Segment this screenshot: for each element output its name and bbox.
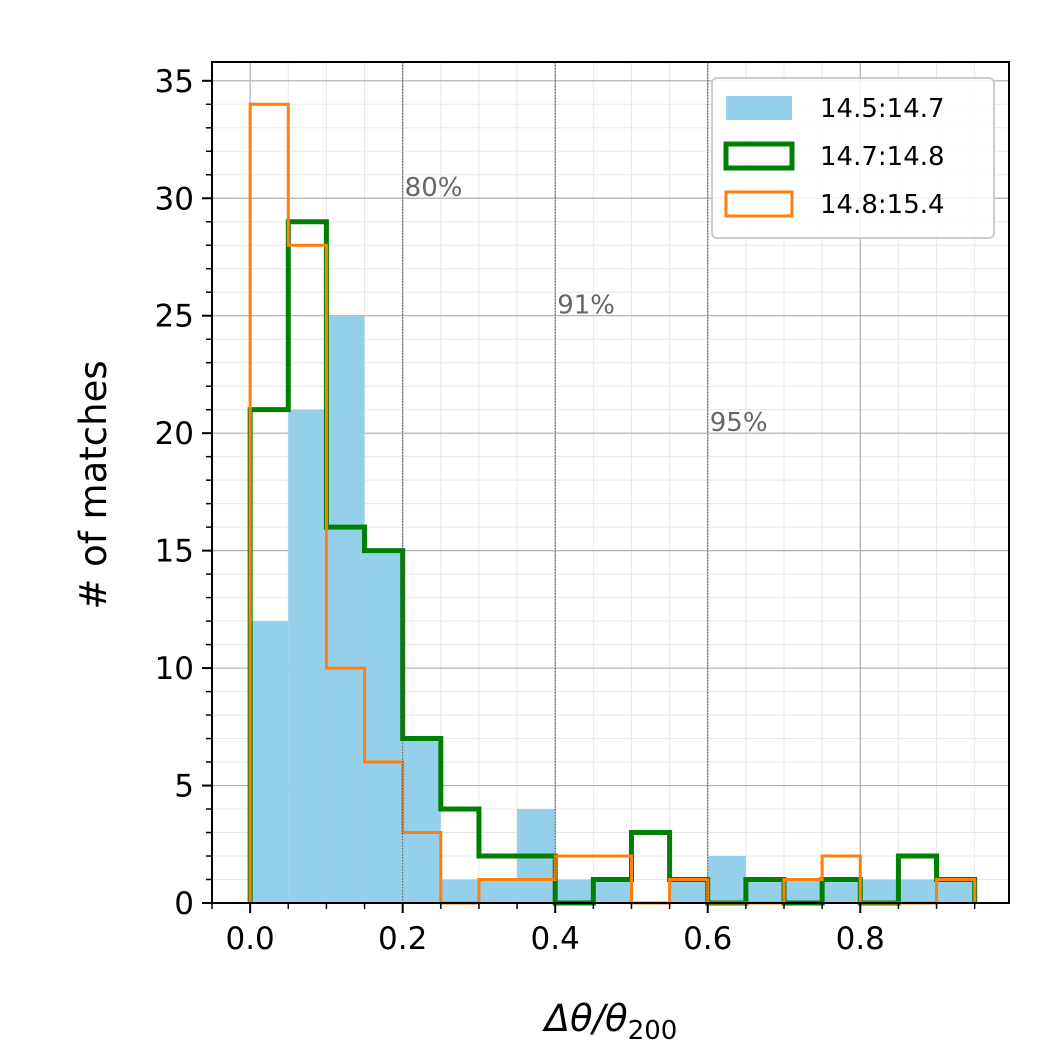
legend: 14.5:14.7 14.7:14.8 14.8:15.4 (711, 77, 995, 239)
x-tick-label: 0.2 (378, 921, 427, 957)
histogram-bar (478, 879, 518, 903)
histogram-bar (898, 879, 937, 903)
histogram-bar (860, 879, 899, 903)
histogram-bar (364, 550, 403, 903)
x-axis-label: Δθ/θ200 (542, 997, 678, 1046)
legend-swatch-filled (726, 96, 792, 120)
histogram-bar (784, 879, 823, 903)
histogram-bar (822, 879, 861, 903)
y-tick-label: 10 (155, 651, 194, 687)
series-14.5-14.7-bars (250, 315, 975, 904)
histogram-bar (745, 879, 785, 903)
histogram-bar (402, 738, 441, 903)
histogram-bar (555, 879, 594, 903)
y-tick-label: 25 (155, 299, 194, 335)
percentile-label: 80% (405, 173, 463, 203)
legend-swatch-step (723, 141, 795, 171)
histogram-bar (326, 315, 365, 904)
y-axis-label: # of matches (72, 360, 115, 609)
y-tick-label: 35 (155, 64, 194, 100)
percentile-lines: 80% 91% 95% (402, 62, 768, 903)
step-series (247, 102, 978, 906)
axis-ticks: 0.0 0.2 0.4 0.6 0.8 0 5 10 15 20 25 30 35 (155, 64, 976, 957)
x-tick-label: 0.4 (531, 921, 580, 957)
y-tick-label: 15 (155, 534, 194, 570)
legend-label: 14.8:15.4 (820, 190, 945, 220)
histogram-bar (669, 879, 708, 903)
histogram-bar (250, 621, 289, 903)
y-tick-label: 5 (174, 769, 194, 805)
histogram-bar (288, 409, 327, 903)
x-axis-label-main: Δθ/θ (542, 997, 628, 1040)
histogram-bar (707, 856, 746, 903)
y-tick-label: 0 (174, 886, 194, 922)
histogram-bar (936, 879, 975, 903)
x-tick-label: 0.8 (836, 921, 885, 957)
x-tick-label: 0.6 (683, 921, 732, 957)
plot-frame (211, 61, 1010, 904)
legend-swatch-step (724, 190, 794, 218)
step-line-series-2 (248, 102, 977, 905)
legend-label: 14.5:14.7 (820, 94, 945, 124)
histogram-bar (440, 879, 479, 903)
percentile-label: 95% (710, 408, 768, 438)
x-axis-label-subscript: 200 (628, 1016, 678, 1046)
x-tick-label: 0.0 (225, 921, 274, 957)
legend-label: 14.7:14.8 (820, 142, 945, 172)
y-tick-label: 20 (155, 416, 194, 452)
histogram-bar (593, 879, 632, 903)
y-tick-label: 30 (155, 181, 194, 217)
percentile-label: 91% (557, 290, 615, 320)
